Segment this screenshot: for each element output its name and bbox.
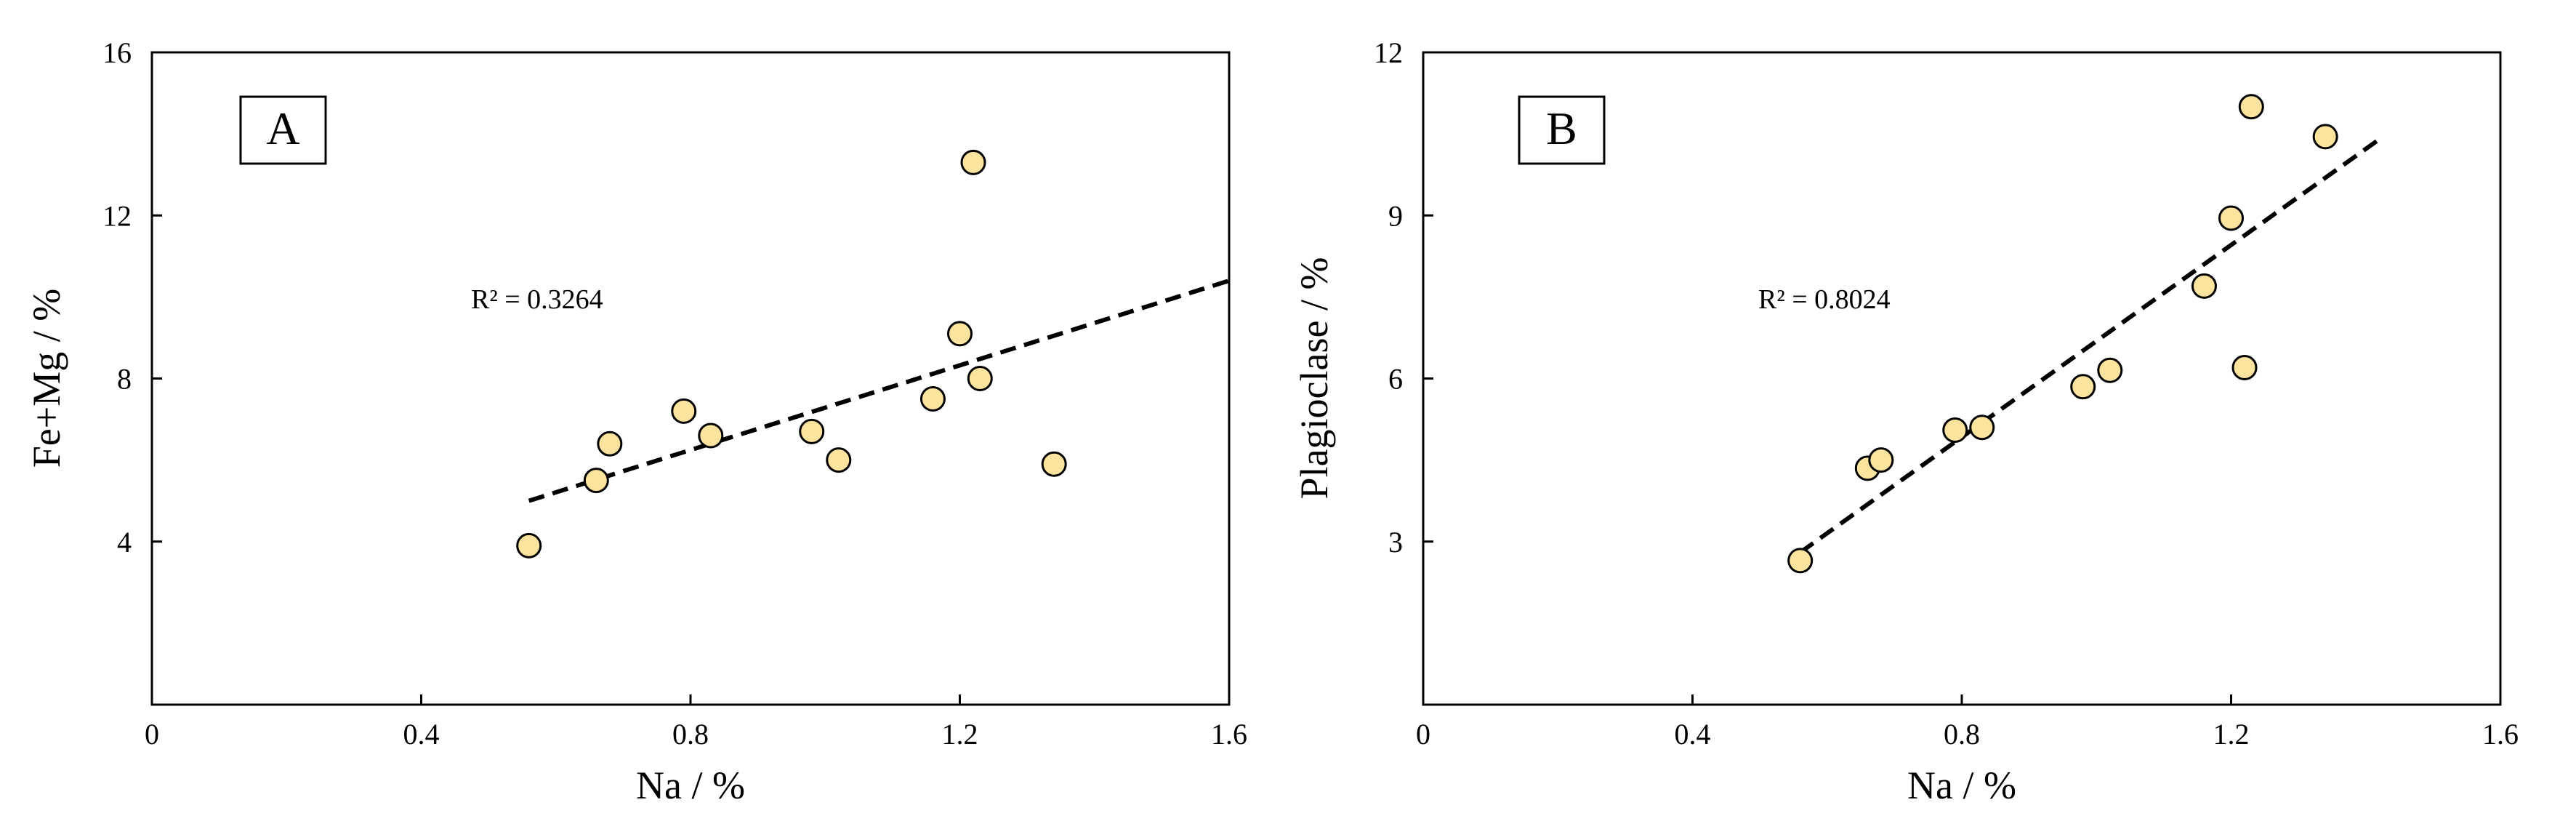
data-point <box>2097 357 2123 383</box>
data-point <box>826 447 852 473</box>
y-tick-labels: 3 6 9 12 <box>1374 36 1403 558</box>
panel-label-box <box>1518 95 1606 165</box>
data-point <box>1868 447 1894 473</box>
data-point <box>967 366 993 391</box>
x-tick-label: 0 <box>1416 718 1430 750</box>
tick-marks <box>1422 51 2502 705</box>
data-points <box>516 149 1067 558</box>
x-tick-label: 0.8 <box>672 718 709 750</box>
x-axis-label: Na / % <box>1907 764 2016 807</box>
data-point <box>2312 124 2338 150</box>
panel-label: B <box>1546 103 1577 154</box>
x-tick-label: 0 <box>145 718 159 750</box>
data-point <box>2191 273 2217 299</box>
data-point <box>2070 374 2096 400</box>
x-tick-label: 1.6 <box>1211 718 1247 750</box>
panel-label-box <box>239 95 327 165</box>
data-point <box>1969 414 1995 441</box>
trendline-dashed <box>1798 137 2381 555</box>
y-tick-label: 8 <box>117 363 132 396</box>
data-point <box>2218 205 2244 231</box>
data-point <box>516 532 542 558</box>
trendline <box>1798 137 2381 555</box>
x-tick-label: 1.2 <box>942 718 978 750</box>
x-tick-label: 0.4 <box>403 718 440 750</box>
chart-panel-a: 0 0.4 0.8 1.2 1.6 4 8 12 16 A R² = 0.3264 Na / … <box>0 0 1288 825</box>
scatter-plot-a: 0 0.4 0.8 1.2 1.6 4 8 12 16 A R² = 0.3264 Na / … <box>25 36 1247 807</box>
data-points <box>1787 94 2338 574</box>
x-tick-label: 1.6 <box>2482 718 2519 750</box>
y-axis-label: Fe+Mg / % <box>25 289 68 468</box>
y-tick-labels: 4 8 12 16 <box>102 36 132 558</box>
x-tick-label: 0.4 <box>1675 718 1711 750</box>
panel-label: A <box>266 103 299 154</box>
data-point <box>597 430 623 457</box>
data-point <box>947 321 973 347</box>
tick-marks <box>150 51 1231 705</box>
y-tick-label: 3 <box>1388 526 1403 558</box>
y-tick-label: 12 <box>102 199 132 232</box>
y-tick-label: 4 <box>117 526 132 558</box>
y-tick-label: 6 <box>1388 363 1403 396</box>
x-axis-label: Na / % <box>636 764 745 807</box>
x-tick-label: 0.8 <box>1944 718 1980 750</box>
data-point <box>1942 417 1968 444</box>
data-point <box>671 398 697 424</box>
data-point <box>583 468 609 494</box>
x-tick-label: 1.2 <box>2213 718 2250 750</box>
data-point <box>799 418 825 444</box>
data-point <box>919 386 946 412</box>
data-point <box>960 149 986 175</box>
trendline <box>528 279 1230 503</box>
r-squared-annotation: R² = 0.8024 <box>1758 284 1891 315</box>
data-point <box>2231 355 2258 381</box>
y-tick-label: 12 <box>1374 36 1403 69</box>
scatter-plot-b: 0 0.4 0.8 1.2 1.6 3 6 9 12 B R² = 0.8024 Na / %… <box>1292 36 2519 807</box>
data-point <box>1041 451 1067 477</box>
y-tick-label: 9 <box>1388 199 1403 232</box>
x-tick-labels: 0 0.4 0.8 1.2 1.6 <box>1416 718 2519 750</box>
r-squared-annotation: R² = 0.3264 <box>471 284 603 315</box>
data-point <box>698 422 724 449</box>
x-tick-labels: 0 0.4 0.8 1.2 1.6 <box>145 718 1247 750</box>
data-point <box>1787 548 1814 574</box>
trendline-dashed <box>528 279 1230 503</box>
y-tick-label: 16 <box>102 36 132 69</box>
y-axis-label: Plagioclase / % <box>1292 257 1336 500</box>
data-point <box>2238 94 2264 120</box>
chart-panel-b: 0 0.4 0.8 1.2 1.6 3 6 9 12 B R² = 0.8024 Na / %… <box>1288 0 2576 825</box>
